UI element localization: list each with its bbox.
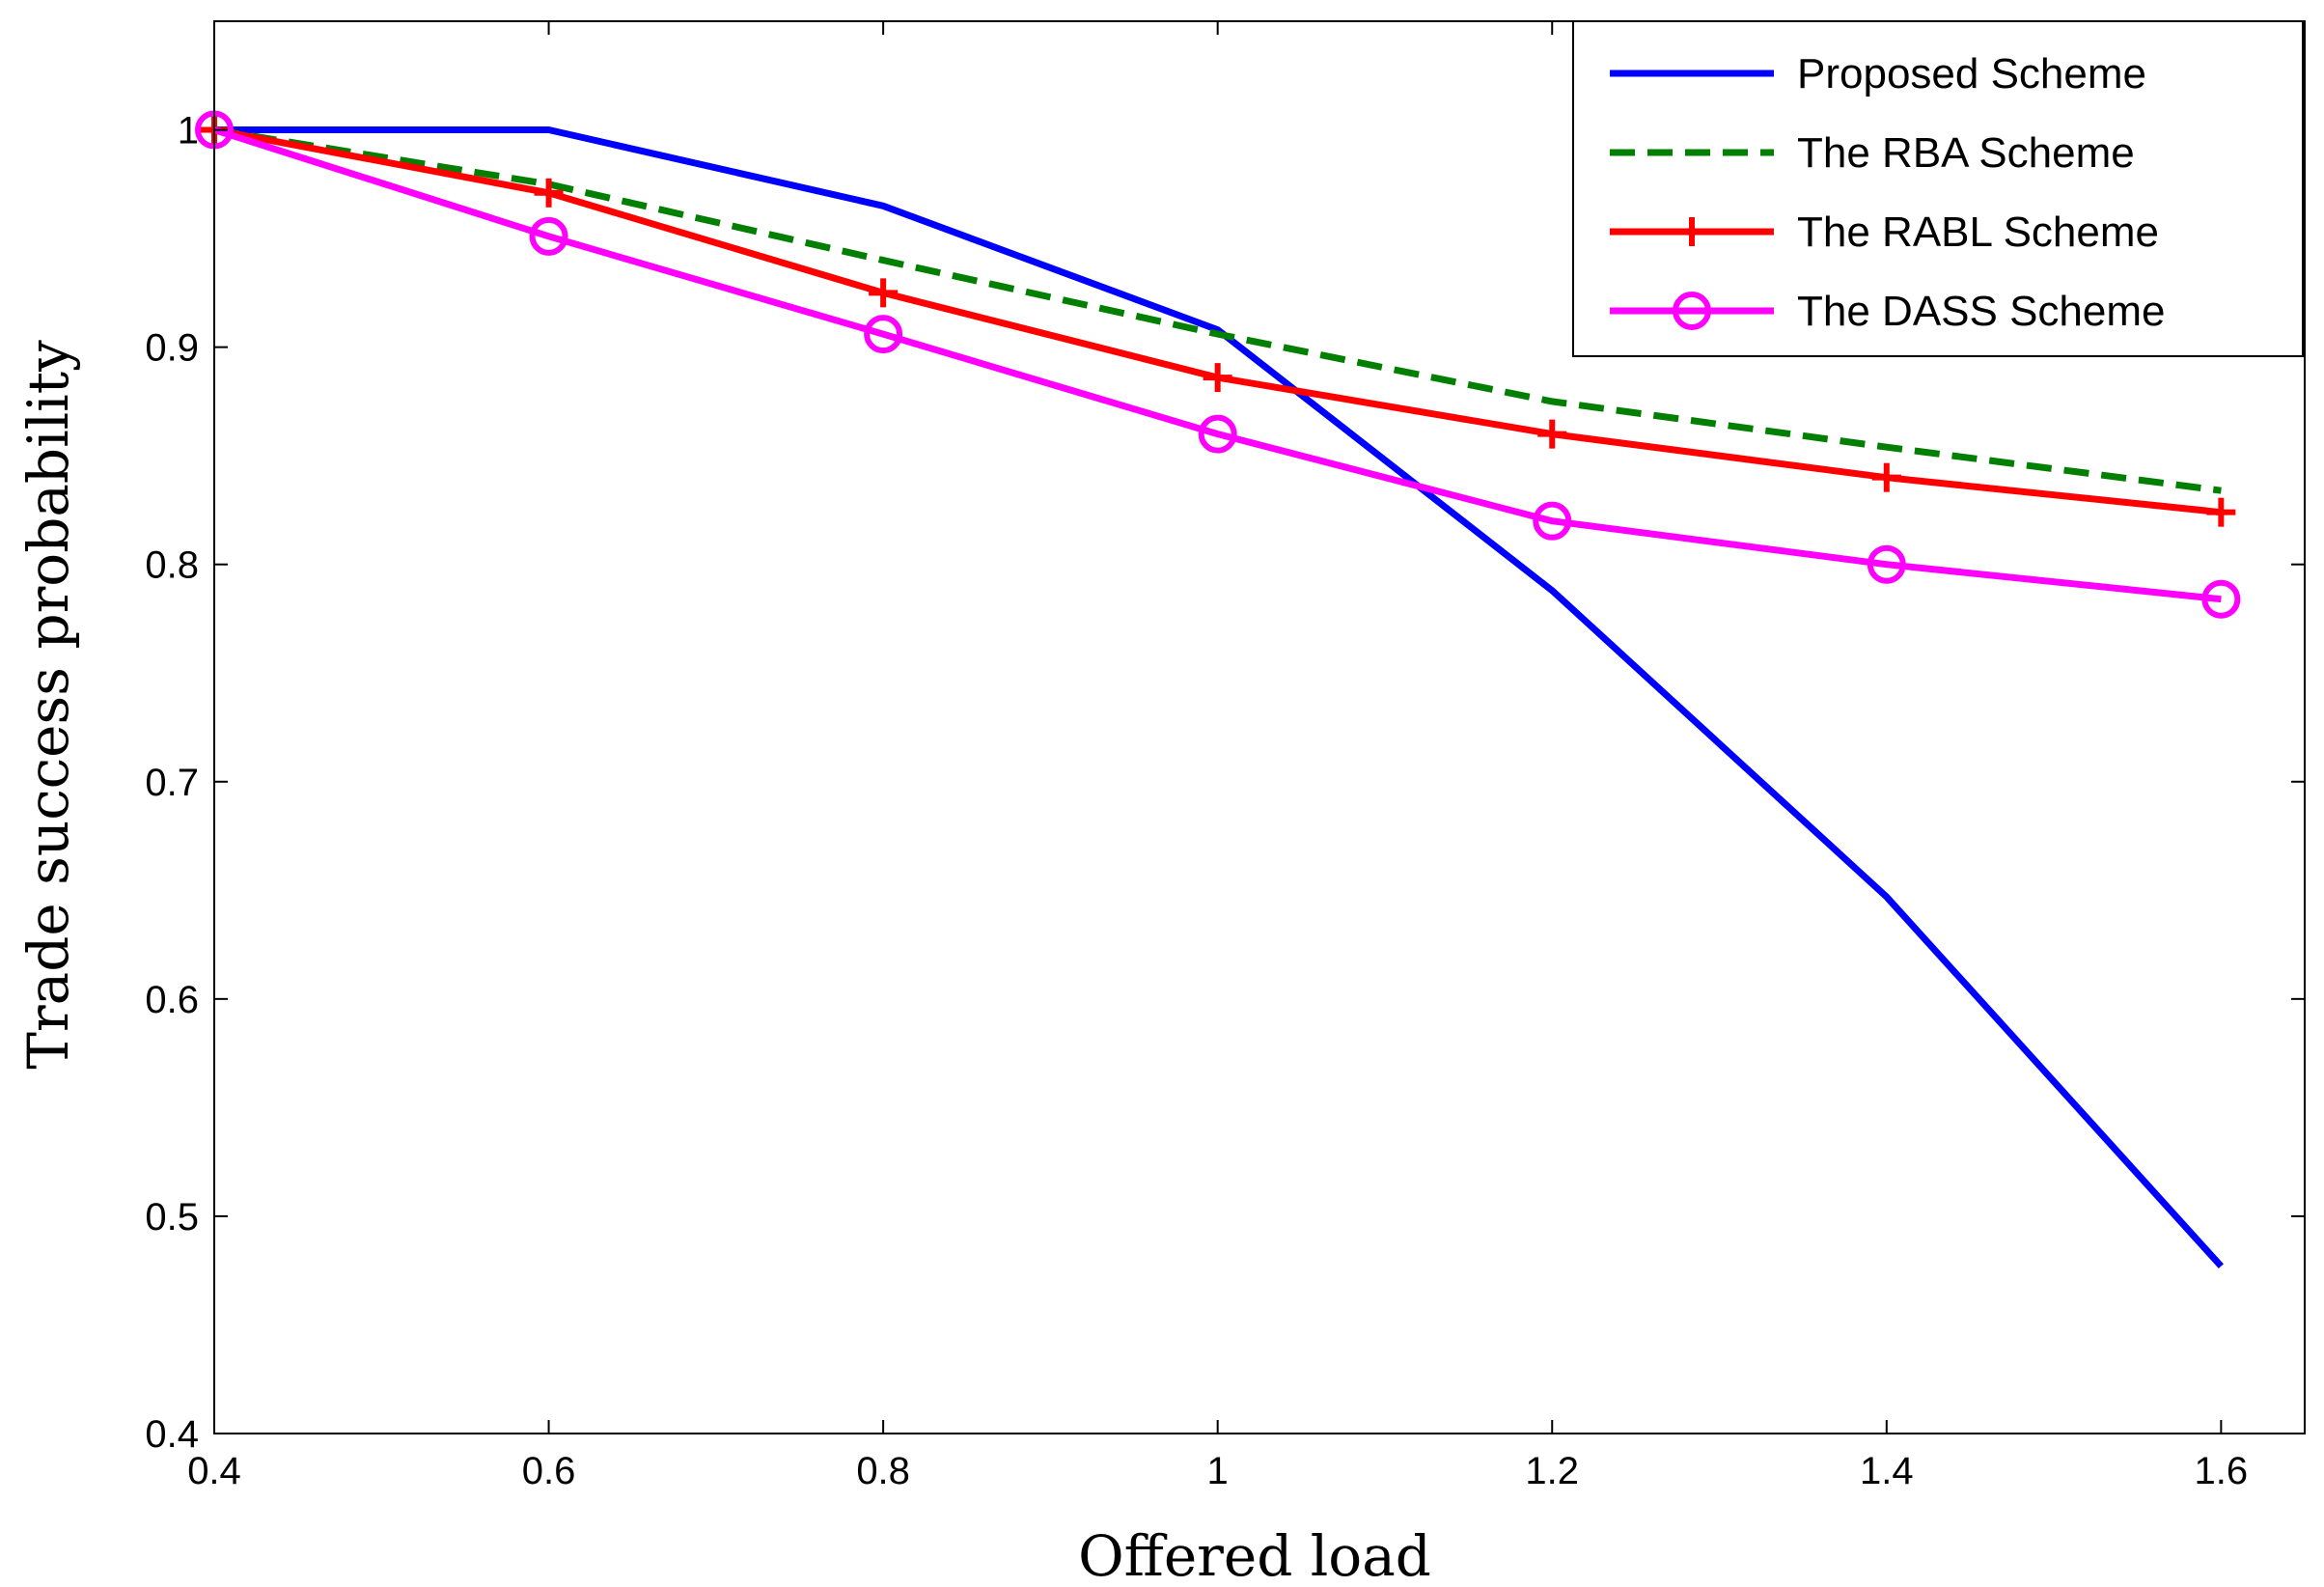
x-tick-label: 0.8 [856,1450,910,1492]
y-tick-label: 0.6 [145,979,199,1021]
y-tick-label: 0.7 [145,762,199,804]
legend-label: The RABL Scheme [1797,209,2159,256]
data-point-marker [1198,414,1237,454]
legend-marker [1677,217,1706,246]
legend-label: The RBA Scheme [1797,129,2135,177]
series-line [214,126,2224,1269]
x-tick-label: 0.4 [187,1450,241,1492]
x-axis-title: Offered load [1078,1523,1431,1587]
legend-entry: The RABL Scheme [1610,209,2159,256]
series-0 [214,126,2224,1269]
y-tick-label: 0.5 [145,1196,199,1239]
legend-label: The DASS Scheme [1797,288,2166,335]
data-point-marker [864,315,903,354]
data-point-marker [1203,363,1232,393]
y-tick-label: 0.8 [145,544,199,587]
data-point-marker [1533,501,1572,541]
legend-entries: Proposed Scheme The RBA Scheme The RABL Sc… [1610,50,2166,335]
y-tick-label: 1 [178,110,199,153]
data-point-marker [1537,419,1567,449]
legend-label: Proposed Scheme [1797,50,2146,97]
data-point-marker [534,178,564,208]
legend-marker [1673,292,1711,330]
y-tick-label: 0.4 [145,1413,199,1456]
x-tick-label: 1 [1207,1450,1229,1492]
tick-layer: 0.4 0.6 0.8 1 1.2 1.4 1.6 0.4 0.5 0.6 0.7 0.8 0.9 1 [145,21,2305,1492]
y-axis-title: Trade success probability [15,340,81,1070]
x-tick-label: 0.6 [522,1450,576,1492]
plot-area-frame [213,20,2306,1434]
legend: Proposed Scheme The RBA Scheme The RABL Sc… [1572,20,2304,357]
data-point-marker [1871,462,1901,492]
series-2 [200,115,2236,527]
x-tick-label: 1.2 [1525,1450,1579,1492]
data-point-marker [529,216,568,256]
legend-entry: Proposed Scheme [1610,50,2146,97]
legend-box [1572,20,2304,357]
legend-entry: The RBA Scheme [1610,129,2135,177]
x-tick-label: 1.4 [1860,1450,1914,1492]
series-line [212,126,2222,603]
data-point-marker [869,278,899,308]
data-point-marker [1867,544,1906,584]
data-point-marker [2206,497,2236,527]
y-tick-label: 0.9 [145,327,199,370]
series-layer [195,110,2241,1269]
x-tick-label: 1.6 [2195,1450,2249,1492]
legend-entry: The DASS Scheme [1610,288,2166,335]
data-point-marker [2201,579,2241,619]
